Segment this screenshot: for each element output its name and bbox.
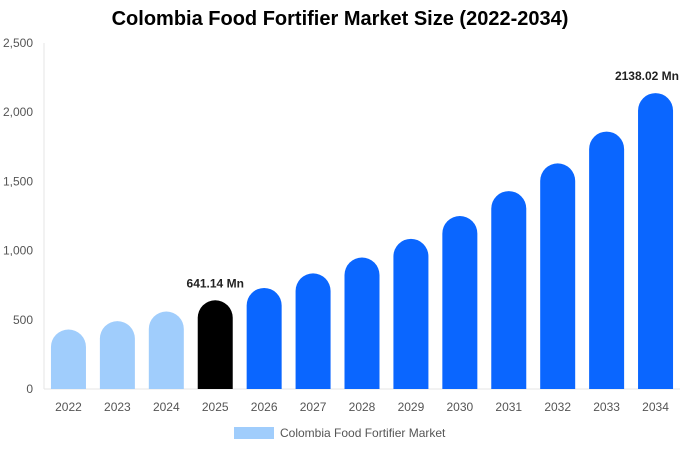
bar-2023[interactable] [99, 321, 135, 389]
x-tick-label: 2026 [251, 400, 278, 414]
bar-2029[interactable] [393, 238, 429, 389]
bar-2024[interactable] [148, 311, 184, 389]
x-tick-label: 2027 [300, 400, 327, 414]
y-tick-label: 1,000 [3, 244, 33, 258]
legend[interactable]: Colombia Food Fortifier Market [234, 425, 445, 441]
x-tick-label: 2029 [398, 400, 425, 414]
x-tick-label: 2028 [349, 400, 376, 414]
bar-2027[interactable] [295, 273, 331, 389]
data-label: 641.14 Mn [187, 276, 244, 290]
y-tick-label: 0 [26, 382, 33, 396]
x-tick-label: 2032 [544, 400, 571, 414]
bar-2028[interactable] [344, 257, 380, 389]
legend-label: Colombia Food Fortifier Market [280, 426, 446, 440]
x-tick-label: 2033 [593, 400, 620, 414]
x-tick-label: 2031 [495, 400, 522, 414]
bar-2026[interactable] [246, 287, 282, 389]
y-tick-label: 2,000 [3, 105, 33, 119]
y-tick-label: 500 [13, 313, 33, 327]
bar-2031[interactable] [491, 191, 527, 389]
y-tick-label: 1,500 [3, 174, 33, 188]
x-tick-label: 2023 [104, 400, 131, 414]
chart-title: Colombia Food Fortifier Market Size (202… [111, 8, 569, 30]
x-tick-label: 2030 [446, 400, 473, 414]
bar-2034[interactable] [638, 93, 674, 390]
bar-2032[interactable] [540, 163, 576, 389]
bar-2025[interactable] [197, 300, 233, 389]
bar-2022[interactable] [50, 329, 86, 389]
data-label: 2138.02 Mn [615, 69, 679, 83]
y-tick-label: 2,500 [3, 36, 33, 50]
x-tick-label: 2022 [55, 400, 82, 414]
x-tick-label: 2034 [642, 400, 669, 414]
bar-2033[interactable] [589, 131, 625, 390]
legend-swatch [234, 427, 274, 439]
x-tick-label: 2025 [202, 400, 229, 414]
bar-2030[interactable] [442, 216, 478, 389]
x-tick-label: 2024 [153, 400, 180, 414]
